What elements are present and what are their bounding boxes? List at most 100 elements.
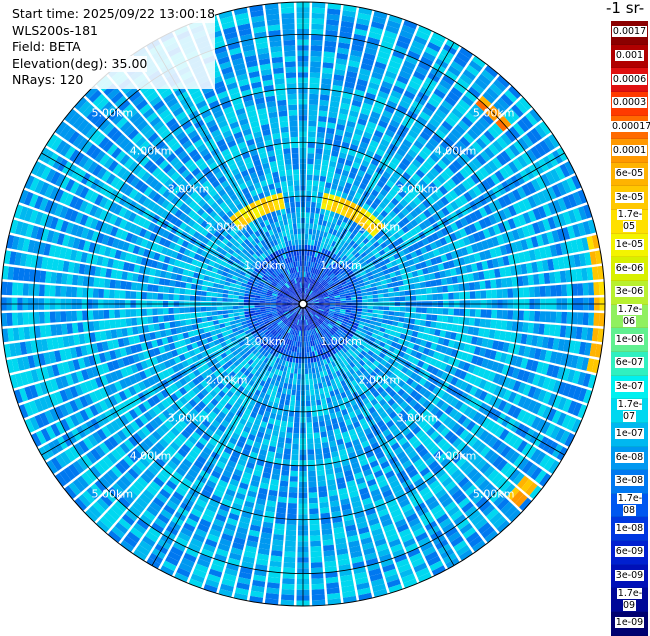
range-gate: [341, 301, 347, 303]
range-gate: [321, 225, 326, 231]
range-gate: [396, 327, 402, 333]
range-gate: [377, 314, 383, 318]
range-gate: [321, 377, 326, 383]
range-gate: [383, 293, 389, 297]
range-gate: [314, 170, 320, 176]
range-gate: [308, 482, 316, 488]
range-gate: [238, 306, 244, 309]
range-gate: [290, 471, 298, 477]
range-gate: [283, 562, 295, 568]
range-gate: [67, 323, 74, 334]
range-gate: [120, 319, 126, 328]
range-gate: [561, 284, 567, 296]
range-gate: [425, 281, 431, 287]
range-gate: [169, 315, 175, 321]
range-gate: [260, 305, 266, 307]
range-gate: [389, 297, 395, 301]
range-gate: [453, 284, 459, 291]
range-gate: [314, 384, 319, 390]
range-gate: [279, 491, 288, 497]
range-gate: [318, 116, 327, 122]
range-gate: [491, 290, 497, 299]
range-gate: [391, 326, 397, 331]
range-gate: [416, 295, 422, 300]
range-gate: [222, 310, 228, 314]
range-gate: [291, 455, 298, 461]
range-gate: [431, 315, 437, 321]
range-gate: [540, 311, 546, 322]
range-gate: [280, 426, 286, 432]
range-gate: [318, 415, 324, 421]
range-gate: [373, 306, 379, 310]
range-gate: [255, 308, 261, 311]
range-gate: [322, 382, 327, 388]
range-gate: [283, 454, 290, 460]
range-gate: [556, 285, 562, 297]
range-gate: [306, 191, 311, 197]
range-gate: [304, 347, 306, 353]
range-gate: [272, 539, 283, 545]
range-gate: [292, 362, 296, 368]
range-gate: [392, 321, 398, 326]
range-gate: [319, 421, 325, 427]
range-gate: [426, 288, 432, 294]
range-gate: [307, 347, 310, 353]
range-gate: [291, 460, 298, 466]
range-gate: [351, 308, 357, 311]
range-gate: [72, 323, 78, 334]
range-gate: [180, 320, 186, 326]
range-gate: [309, 99, 318, 105]
range-gate: [320, 426, 326, 432]
range-gate: [454, 292, 460, 299]
range-gate: [293, 352, 296, 358]
range-gate: [295, 412, 300, 418]
range-gate: [501, 278, 507, 287]
range-gate: [275, 453, 283, 459]
range-gate: [470, 291, 476, 299]
range-gate: [297, 379, 301, 385]
range-gate: [307, 444, 314, 450]
range-gate: [310, 61, 321, 67]
range-gate: [583, 313, 589, 326]
range-gate: [513, 288, 519, 298]
range-gate: [410, 290, 416, 295]
range-gate: [396, 275, 402, 281]
range-gate: [306, 212, 310, 218]
range-gate: [291, 395, 296, 401]
range-gate: [99, 321, 105, 330]
range-gate: [218, 315, 224, 320]
range-gate: [249, 308, 255, 311]
range-gate: [310, 357, 313, 363]
range-gate: [298, 336, 300, 342]
range-gate: [529, 287, 535, 297]
range-gate: [286, 530, 296, 536]
range-gate: [321, 203, 326, 209]
range-gate: [282, 388, 287, 394]
range-gate: [393, 287, 399, 292]
range-gate: [289, 482, 297, 488]
range-gate: [475, 309, 481, 317]
range-gate: [255, 305, 261, 307]
range-gate: [387, 283, 393, 288]
range-gate: [318, 481, 327, 487]
range-gate: [388, 316, 394, 321]
range-gate: [436, 279, 442, 286]
range-gate: [306, 341, 308, 347]
range-gate: [320, 507, 330, 513]
range-gate: [314, 219, 319, 225]
range-gate: [310, 384, 314, 390]
range-gate: [77, 322, 83, 332]
range-gate: [324, 187, 330, 193]
range-gate: [153, 316, 159, 323]
range-gate: [311, 562, 323, 568]
range-gate: [502, 289, 508, 298]
range-gate: [306, 390, 310, 396]
range-gate: [228, 313, 234, 317]
range-gate: [305, 250, 308, 256]
range-gate: [310, 213, 315, 219]
range-gate: [244, 309, 250, 312]
range-gate: [285, 400, 290, 406]
range-gate: [219, 323, 225, 328]
range-gate: [414, 283, 420, 289]
range-gate: [441, 323, 447, 330]
